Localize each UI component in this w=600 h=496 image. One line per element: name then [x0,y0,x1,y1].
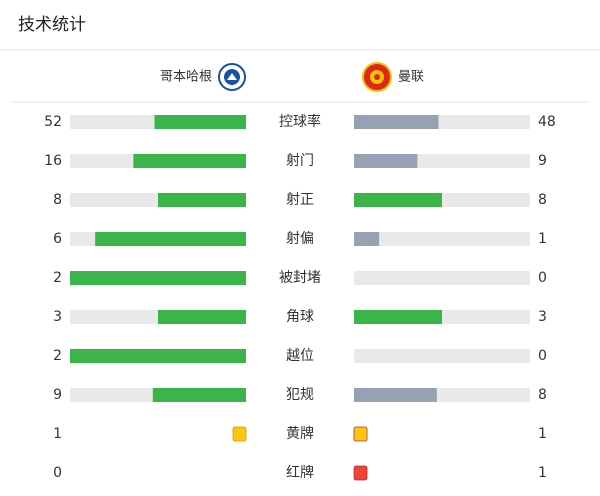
home-bar [70,349,246,363]
away-value: 1 [538,465,547,481]
away-value: 0 [538,270,547,286]
stat-label: 射门 [286,153,314,169]
home-bar [70,271,246,285]
away-track [354,232,530,246]
home-logo [218,63,246,91]
away-value: 3 [538,309,547,325]
home-value: 9 [53,387,62,403]
stat-label: 被封堵 [279,270,321,286]
home-value: 0 [53,465,62,481]
stat-label: 红牌 [286,464,314,481]
away-bar [354,232,380,246]
away-value: 1 [538,426,547,442]
away-card [353,426,368,442]
home-value: 2 [53,348,62,364]
home-team-name: 哥本哈根 [160,70,212,85]
stat-label: 越位 [286,348,314,364]
home-bar [154,115,246,129]
stat-label: 黄牌 [286,425,314,442]
away-bar [354,154,418,168]
home-bar [133,154,246,168]
home-card [232,426,247,442]
away-value: 8 [538,192,547,208]
away-card [353,465,368,481]
away-bar [354,310,442,324]
home-value: 3 [53,309,62,325]
away-value: 48 [538,114,556,130]
home-value: 2 [53,270,62,286]
home-value: 1 [53,426,62,442]
away-bar [354,388,437,402]
home-bar [158,310,246,324]
home-value: 6 [53,231,62,247]
home-value: 8 [53,192,62,208]
home-bar [95,232,247,246]
away-value: 9 [538,153,547,169]
panel-title: 技术统计 [18,15,86,35]
away-value: 0 [538,348,547,364]
away-track [354,271,530,285]
away-bar [354,115,439,129]
stat-label: 控球率 [279,113,321,130]
stat-label: 角球 [286,309,314,325]
stat-label: 犯规 [286,387,314,403]
stat-label: 射正 [286,192,314,208]
home-bar [158,193,246,207]
away-bar [354,193,442,207]
away-value: 1 [538,231,547,247]
home-bar [152,388,246,402]
away-logo [362,62,392,92]
home-value: 16 [44,153,62,169]
away-team-name: 曼联 [398,70,424,85]
away-track [354,349,530,363]
home-value: 52 [44,114,62,130]
away-value: 8 [538,387,547,403]
stat-label: 射偏 [286,231,314,247]
